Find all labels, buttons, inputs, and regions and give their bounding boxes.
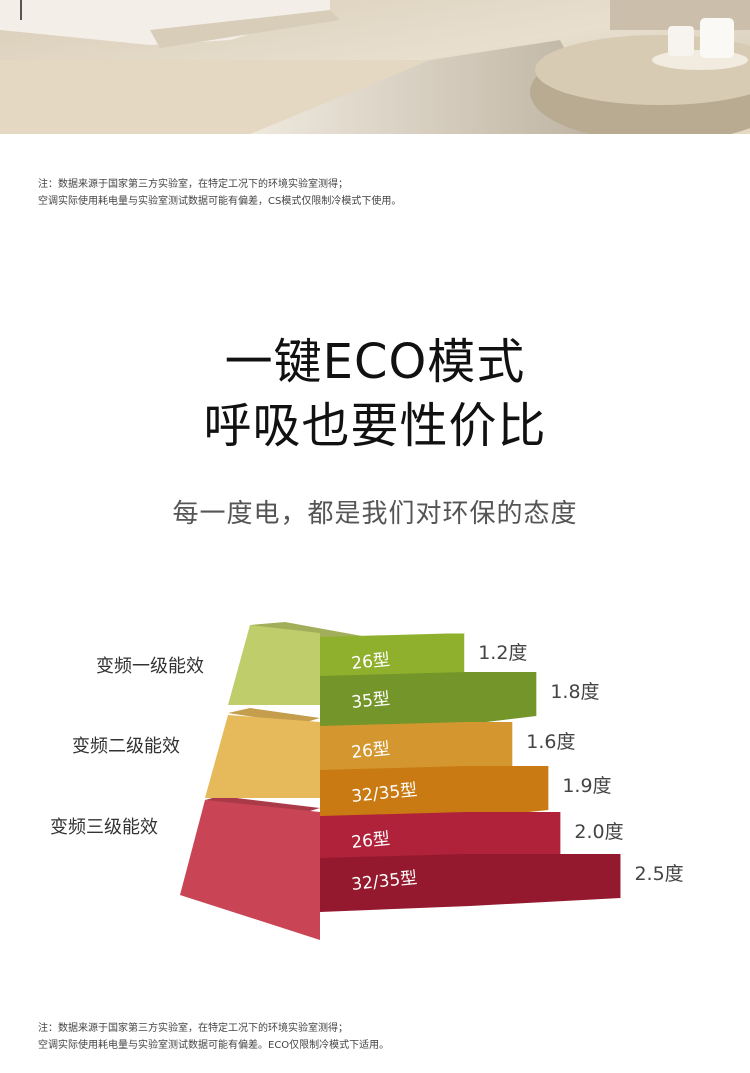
tier-label: 变频一级能效 [96, 656, 204, 677]
note-line: 空调实际使用耗电量与实验室测试数据可能有偏差。ECO仅限制冷模式下适用。 [38, 1040, 390, 1051]
note-line: 空调实际使用耗电量与实验室测试数据可能有偏差，CS模式仅限制冷模式下使用。 [38, 196, 402, 207]
tier2-face [205, 715, 320, 798]
bar-value-label: 2.0度 [574, 821, 623, 843]
bar-model-label: 26型 [350, 829, 391, 853]
bar-2 [320, 672, 537, 730]
bar-model-label: 26型 [350, 739, 391, 763]
bar-6 [320, 854, 621, 912]
hero-photo [0, 0, 750, 134]
disclaimer-note-top: 注：数据来源于国家第三方实验室，在特定工况下的环境实验室测得； 空调实际使用耗电… [38, 176, 401, 210]
note-line: 注：数据来源于国家第三方实验室，在特定工况下的环境实验室测得； [38, 179, 348, 190]
headline-line-2: 呼吸也要性价比 [203, 398, 547, 454]
bar-3 [320, 722, 513, 780]
bar-value-label: 1.2度 [478, 642, 527, 664]
tier-label: 变频三级能效 [50, 817, 158, 838]
bar-value-label: 1.9度 [562, 775, 611, 797]
headline: 一键ECO模式 呼吸也要性价比 [0, 330, 750, 458]
bar-model-label: 35型 [350, 689, 391, 713]
bar-value-label: 2.5度 [634, 863, 683, 885]
tier2-top [228, 708, 320, 724]
tier3-face [180, 800, 320, 940]
tier-label: 变频二级能效 [72, 736, 180, 757]
disclaimer-note-bottom: 注：数据来源于国家第三方实验室，在特定工况下的环境实验室测得； 空调实际使用耗电… [38, 1020, 389, 1054]
note-line: 注：数据来源于国家第三方实验室，在特定工况下的环境实验室测得； [38, 1023, 348, 1034]
headline-line-1: 一键ECO模式 [224, 334, 526, 390]
subtitle: 每一度电，都是我们对环保的态度 [172, 499, 578, 529]
bar-model-label: 26型 [350, 650, 391, 674]
bar-4 [320, 766, 549, 824]
bar-value-label: 1.8度 [550, 681, 599, 703]
bar-value-label: 1.6度 [526, 731, 575, 753]
tier1-face [228, 625, 320, 705]
